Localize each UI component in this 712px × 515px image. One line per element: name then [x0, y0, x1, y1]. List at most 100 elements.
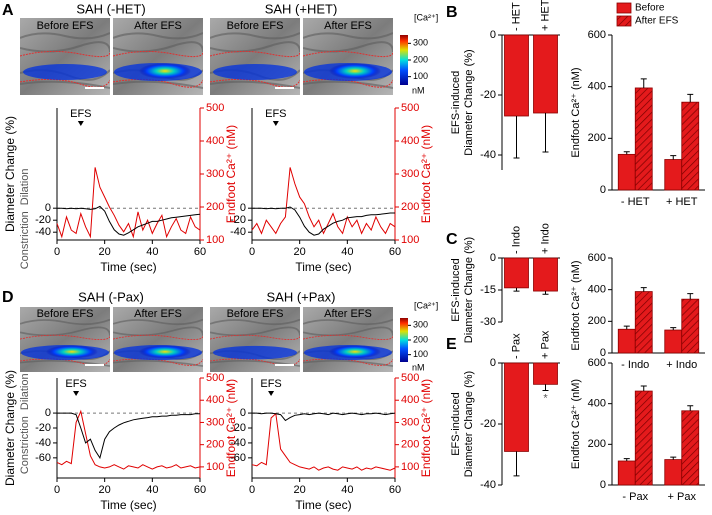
bar	[617, 153, 636, 191]
error-bar	[687, 405, 694, 411]
x-tick-label: 40	[341, 484, 353, 496]
x-tick-label: 20	[294, 484, 306, 496]
category-label: + HET	[539, 0, 551, 31]
x-axis-label: Time (sec)	[100, 498, 156, 512]
error-bar	[542, 384, 549, 391]
y2-tick-label: 500	[206, 102, 224, 114]
error-bar	[623, 458, 630, 462]
category-label: + Indo	[539, 223, 551, 254]
image-label: After EFS	[324, 20, 372, 32]
y-tick-label: -20	[230, 214, 246, 226]
y2-tick-label: 500	[401, 102, 419, 114]
y-axis-label: Diameter Change (%)	[463, 237, 475, 343]
y-axis-label: Endfoot Ca²⁺ (nM)	[570, 260, 582, 350]
category-label: - HET	[510, 2, 522, 31]
error-bar	[513, 287, 520, 292]
panel-label: A	[2, 2, 14, 19]
trace	[251, 167, 396, 235]
y-axis-label: Diameter Change (%)	[3, 116, 17, 232]
legend-label: After EFS	[635, 16, 679, 27]
bar	[681, 298, 700, 354]
x-tick-label: 20	[99, 246, 111, 258]
y-tick-label: -20	[35, 422, 51, 434]
category-label: + Pax	[668, 491, 697, 503]
panel-label: D	[2, 289, 14, 306]
y-tick-label: 0	[45, 202, 51, 214]
x-axis-label: Time (sec)	[100, 260, 156, 274]
stimulus-marker	[272, 121, 279, 126]
error-bar	[670, 456, 677, 460]
category-label: + HET	[666, 196, 698, 208]
bar	[504, 257, 529, 289]
y2-tick-label: 200	[401, 201, 419, 213]
y-tick-label: 600	[588, 252, 606, 264]
y-tick-label: 400	[588, 398, 606, 410]
y-tick-label: 0	[240, 202, 246, 214]
x-tick-label: 20	[294, 246, 306, 258]
y-tick-label: -40	[480, 479, 496, 491]
colorbar-tick-label: 200	[413, 334, 428, 344]
error-bar	[670, 327, 677, 331]
y2-tick-label: 400	[401, 135, 419, 147]
error-bar	[687, 293, 694, 300]
category-label: + Pax	[539, 330, 551, 359]
y-tick-label: -20	[230, 422, 246, 434]
error-bar	[687, 93, 694, 103]
x-tick-label: 40	[341, 246, 353, 258]
bar	[504, 34, 529, 117]
panel-label: B	[446, 4, 458, 21]
x-tick-label: 60	[194, 484, 206, 496]
panel-label: C	[446, 231, 458, 248]
y-tick-label: 400	[588, 284, 606, 296]
x-tick-label: 0	[54, 246, 60, 258]
colorbar-title: [Ca²⁺]	[414, 300, 438, 310]
y2-tick-label: 200	[206, 439, 224, 451]
image-label: After EFS	[134, 308, 182, 320]
y-tick-label: 600	[588, 357, 606, 369]
y2-tick-label: 400	[206, 394, 224, 406]
y-axis-sublabel: Dilation	[19, 373, 31, 410]
image-label: After EFS	[134, 20, 182, 32]
x-tick-label: 0	[249, 246, 255, 258]
colorbar-tick-label: 300	[413, 320, 428, 330]
y-tick-label: 0	[240, 407, 246, 419]
y-axis-label: Diameter Change (%)	[3, 370, 17, 486]
y-tick-label: -20	[480, 418, 496, 430]
annotation: EFS	[260, 378, 281, 390]
y-tick-label: 0	[490, 252, 496, 264]
y-tick-label: -30	[480, 316, 496, 328]
y2-axis-label: Endfoot Ca²⁺ (nM)	[419, 125, 433, 223]
y-axis-sublabel: Constriction	[19, 416, 31, 474]
bar	[664, 459, 683, 486]
y-tick-label: -60	[35, 452, 51, 464]
image-group-title: SAH (-HET)	[76, 1, 145, 16]
colorbar-tick-label: 100	[413, 349, 428, 359]
legend-swatch	[616, 15, 632, 27]
y-tick-label: -40	[35, 437, 51, 449]
image-group-title: SAH (-Pax)	[78, 289, 144, 304]
x-tick-label: 60	[194, 246, 206, 258]
significance-marker: *	[543, 392, 548, 404]
colorbar-unit: nM	[412, 85, 425, 95]
y-tick-label: -40	[35, 226, 51, 238]
x-axis-label: Time (sec)	[295, 260, 351, 274]
y-tick-label: -15	[480, 284, 496, 296]
annotation: EFS	[65, 378, 86, 390]
y2-tick-label: 500	[401, 372, 419, 384]
bar	[533, 362, 558, 385]
y2-tick-label: 200	[206, 201, 224, 213]
bar	[634, 291, 653, 354]
bar	[634, 390, 653, 486]
x-tick-label: 60	[389, 484, 401, 496]
colorbar-tick-label: 200	[413, 54, 428, 64]
category-label: + Indo	[666, 359, 697, 371]
y-axis-sublabel: Constriction	[19, 211, 31, 269]
colorbar	[400, 35, 408, 85]
legend-swatch	[616, 2, 632, 14]
error-bar	[542, 291, 549, 295]
y2-tick-label: 300	[206, 416, 224, 428]
y-tick-label: 200	[588, 315, 606, 327]
y-tick-label: -40	[480, 149, 496, 161]
trace	[252, 412, 396, 422]
